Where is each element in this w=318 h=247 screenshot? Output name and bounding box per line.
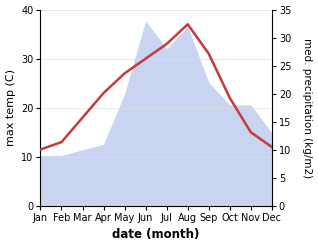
Y-axis label: max temp (C): max temp (C) <box>5 69 16 146</box>
Y-axis label: med. precipitation (kg/m2): med. precipitation (kg/m2) <box>302 38 313 178</box>
X-axis label: date (month): date (month) <box>113 228 200 242</box>
